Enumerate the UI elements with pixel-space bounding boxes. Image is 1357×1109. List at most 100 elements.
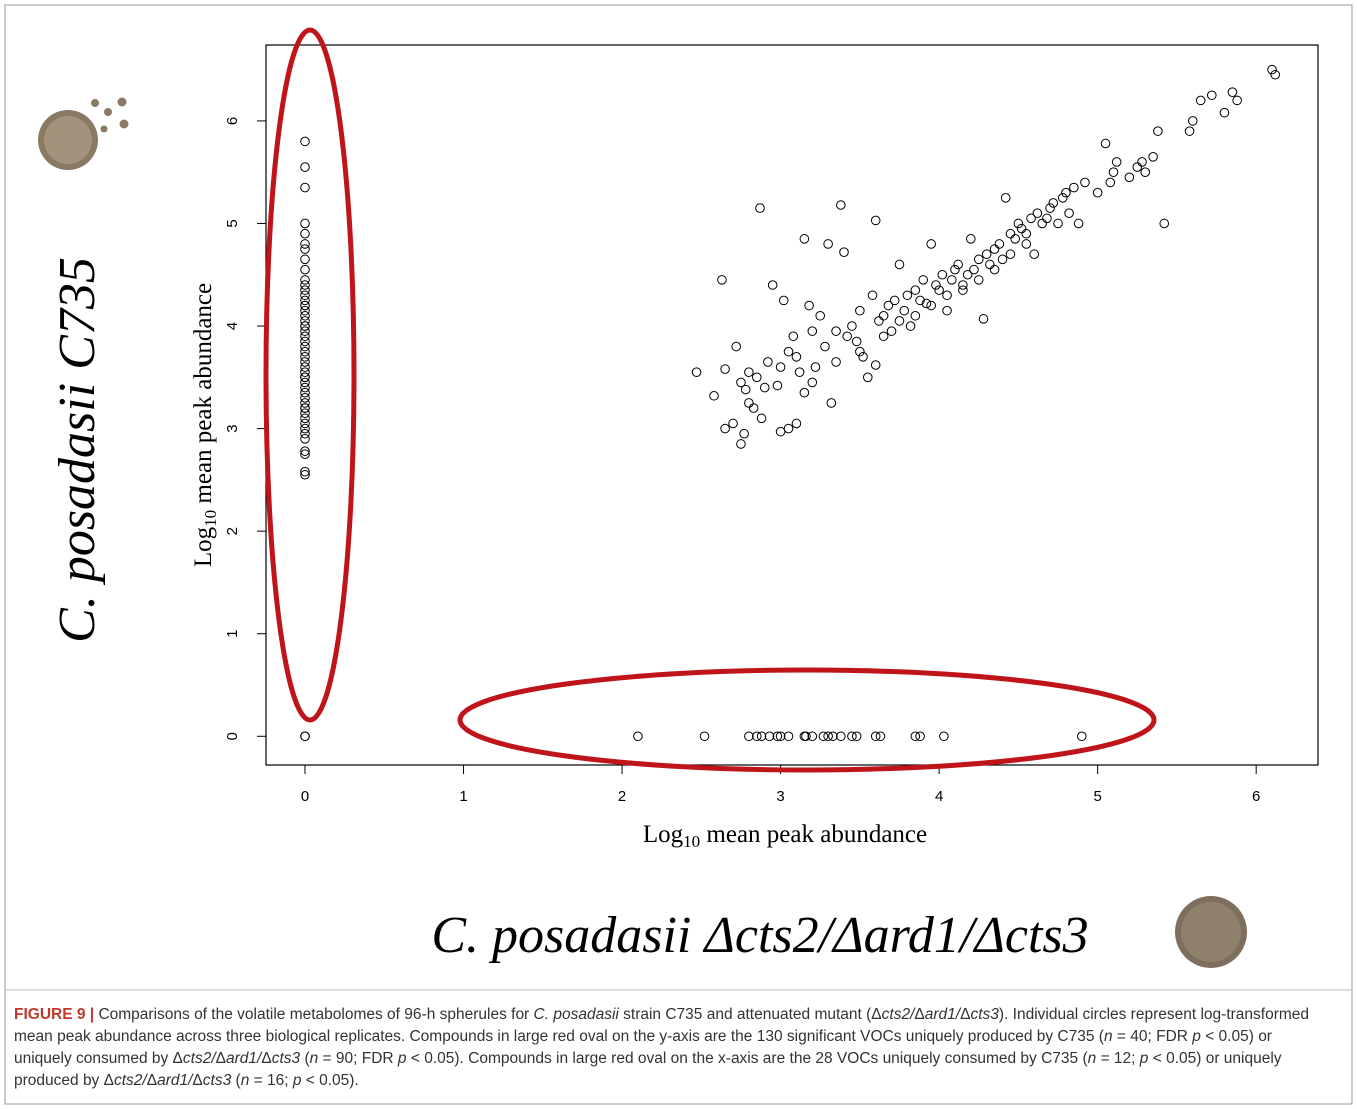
point — [894, 316, 905, 326]
point — [874, 316, 884, 326]
point — [915, 295, 925, 306]
caption-text: n — [309, 1050, 319, 1067]
caption-text: ard1/ — [226, 1050, 262, 1067]
point — [826, 398, 837, 408]
point — [1045, 203, 1055, 213]
point — [921, 298, 932, 309]
point — [759, 382, 770, 393]
point — [1016, 223, 1027, 234]
point — [791, 351, 802, 362]
point — [839, 247, 849, 257]
point — [910, 310, 921, 321]
point — [300, 362, 310, 372]
point — [810, 362, 821, 372]
point — [1219, 107, 1230, 118]
point — [300, 393, 310, 403]
point — [756, 413, 767, 424]
point — [300, 275, 310, 285]
y-axis-oval — [263, 27, 357, 723]
caption-label: FIGURE 9 | — [14, 1006, 95, 1023]
point — [1092, 187, 1103, 198]
caption-text: n — [1103, 1028, 1113, 1045]
point — [728, 418, 738, 429]
point — [862, 372, 873, 383]
point — [918, 275, 929, 285]
point — [942, 305, 952, 316]
point — [767, 280, 778, 290]
point — [633, 731, 643, 742]
point — [1021, 228, 1032, 239]
y-axis-label: Log10 mean peak abundance — [190, 283, 220, 567]
point — [1061, 187, 1071, 198]
point — [1032, 208, 1043, 219]
point — [772, 731, 783, 742]
colony-icon-top — [38, 97, 129, 170]
point — [831, 326, 841, 336]
point — [1105, 177, 1116, 188]
point — [300, 367, 310, 377]
point — [300, 341, 310, 352]
point — [1108, 167, 1119, 177]
point — [934, 285, 944, 295]
caption-text: < 0.05). — [301, 1072, 359, 1089]
point — [902, 290, 913, 301]
caption-text: Comparisons of the volatile metabolomes … — [94, 1006, 534, 1023]
x-tick-label: 2 — [618, 788, 626, 805]
point — [1057, 193, 1068, 203]
caption-text: ). Individual circles represent log-tran… — [14, 1006, 1310, 1045]
point — [1000, 193, 1011, 203]
y-tick-label: 1 — [224, 630, 241, 638]
points — [300, 64, 1280, 742]
caption-text: Δ — [215, 1050, 226, 1067]
caption-text: < 0.05) or uniquely produced by Δ — [14, 1050, 1282, 1089]
point — [300, 372, 310, 383]
point — [969, 264, 979, 275]
point — [744, 367, 754, 377]
point — [783, 346, 794, 357]
point — [1010, 234, 1021, 244]
point — [942, 290, 952, 301]
point — [807, 326, 818, 336]
y-tick-label: 6 — [224, 117, 241, 125]
point — [300, 377, 310, 388]
point — [815, 310, 826, 321]
point — [1153, 126, 1163, 136]
caption-text: strain C735 and attenuated mutant (Δ — [618, 1006, 882, 1023]
point — [997, 254, 1008, 265]
point — [1232, 95, 1242, 106]
caption-text: Δ — [261, 1050, 272, 1067]
point — [966, 234, 976, 244]
point — [300, 428, 310, 439]
point — [1048, 198, 1059, 208]
point — [926, 300, 936, 311]
point — [867, 290, 878, 301]
point — [894, 259, 905, 270]
point — [1026, 213, 1036, 224]
point — [691, 367, 702, 377]
point — [1064, 208, 1074, 219]
point — [1159, 218, 1170, 229]
point — [1187, 116, 1198, 126]
point — [748, 403, 759, 413]
point — [989, 264, 1000, 275]
point — [300, 218, 310, 229]
point — [855, 346, 865, 357]
point — [946, 275, 957, 285]
point — [858, 351, 868, 362]
y-label-sub: 10 — [201, 510, 220, 527]
point — [300, 398, 310, 408]
point — [899, 305, 910, 316]
point — [910, 731, 921, 742]
x-tick-label: 0 — [301, 788, 309, 805]
point — [989, 244, 1000, 254]
point — [300, 295, 310, 306]
caption-text: < 0.05) or uniquely consumed by Δ — [14, 1028, 1272, 1067]
caption-text: Δ — [146, 1072, 158, 1089]
point — [851, 336, 862, 347]
point — [823, 239, 833, 249]
point — [300, 731, 310, 742]
point — [783, 731, 794, 742]
point — [973, 275, 984, 285]
point — [915, 731, 925, 742]
